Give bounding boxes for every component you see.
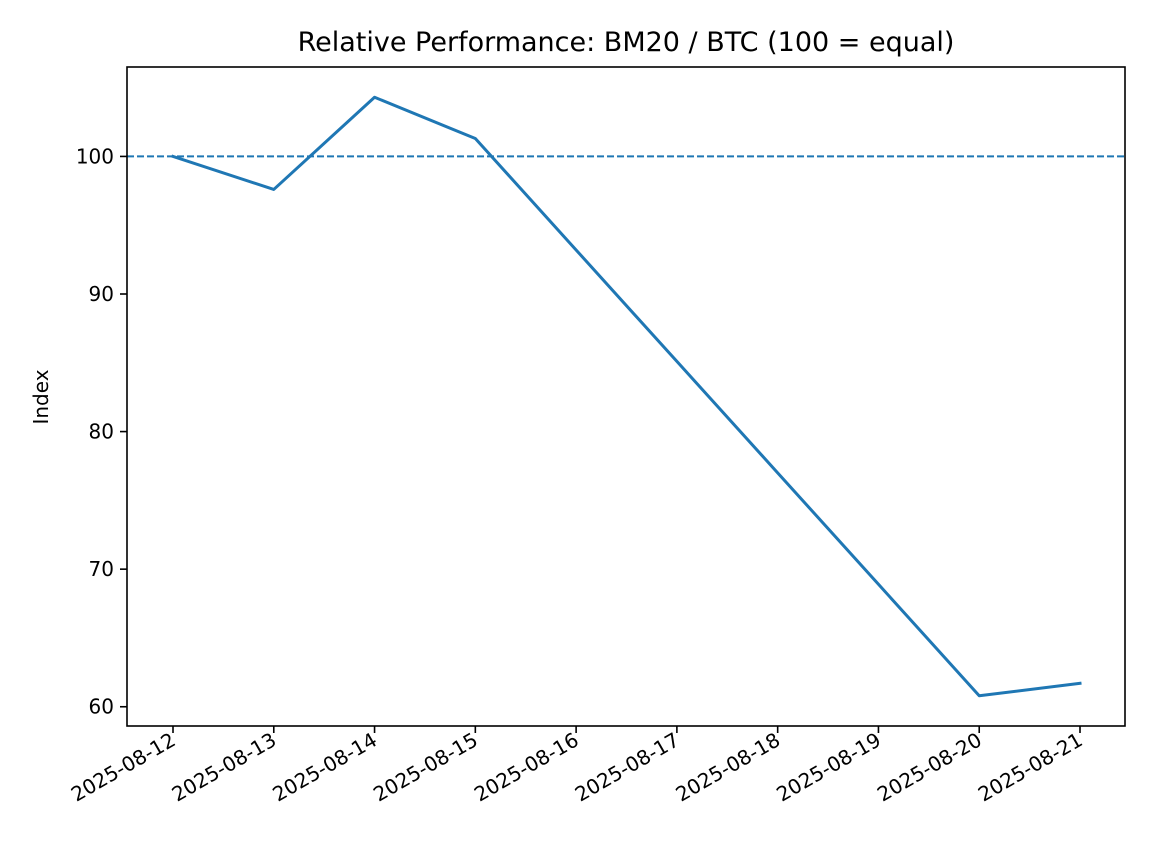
y-axis-label: Index	[29, 369, 53, 424]
y-tick-label-60: 60	[89, 695, 114, 719]
chart-title: Relative Performance: BM20 / BTC (100 = …	[298, 27, 955, 58]
y-tick-label-80: 80	[89, 420, 114, 444]
plot-frame	[126, 66, 1126, 727]
plot-area: 607080901002025-08-122025-08-132025-08-1…	[67, 66, 1126, 807]
x-tick-label-2025-08-20: 2025-08-20	[873, 728, 986, 807]
x-tick-label-2025-08-21: 2025-08-21	[974, 728, 1087, 807]
y-tick-label-100: 100	[76, 144, 114, 168]
x-tick-label-2025-08-17: 2025-08-17	[571, 728, 684, 807]
y-tick-label-70: 70	[89, 557, 114, 581]
x-tick-label-2025-08-18: 2025-08-18	[672, 728, 785, 807]
y-tick-label-90: 90	[89, 282, 114, 306]
x-tick-label-2025-08-14: 2025-08-14	[268, 728, 381, 807]
x-tick-label-2025-08-12: 2025-08-12	[67, 728, 180, 807]
x-tick-label-2025-08-15: 2025-08-15	[369, 728, 482, 807]
x-tick-label-2025-08-19: 2025-08-19	[772, 728, 885, 807]
x-tick-label-2025-08-16: 2025-08-16	[470, 728, 583, 807]
x-tick-label-2025-08-13: 2025-08-13	[168, 728, 281, 807]
series-line-0	[171, 95, 1082, 698]
